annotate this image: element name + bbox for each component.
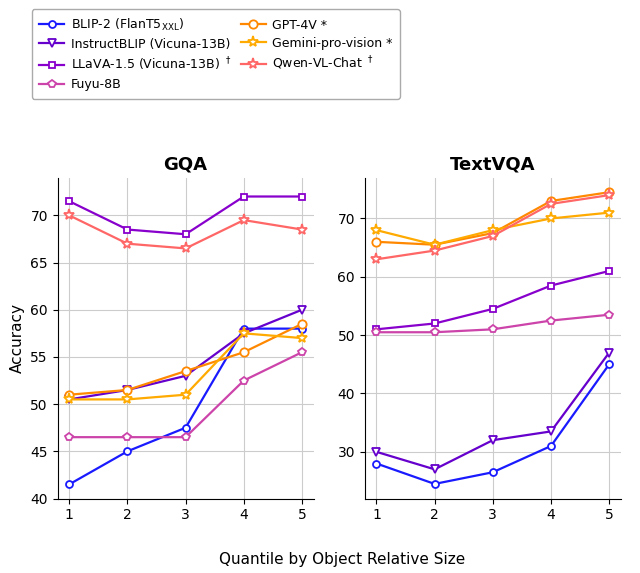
Title: TextVQA: TextVQA xyxy=(450,155,536,173)
Title: GQA: GQA xyxy=(164,155,207,173)
Y-axis label: Accuracy: Accuracy xyxy=(10,303,25,373)
Legend: BLIP-2 (FlanT5$_\mathrm{XXL}$), InstructBLIP (Vicuna-13B), LLaVA-1.5 (Vicuna-13B: BLIP-2 (FlanT5$_\mathrm{XXL}$), Instruct… xyxy=(32,9,400,99)
Text: Quantile by Object Relative Size: Quantile by Object Relative Size xyxy=(220,552,465,567)
